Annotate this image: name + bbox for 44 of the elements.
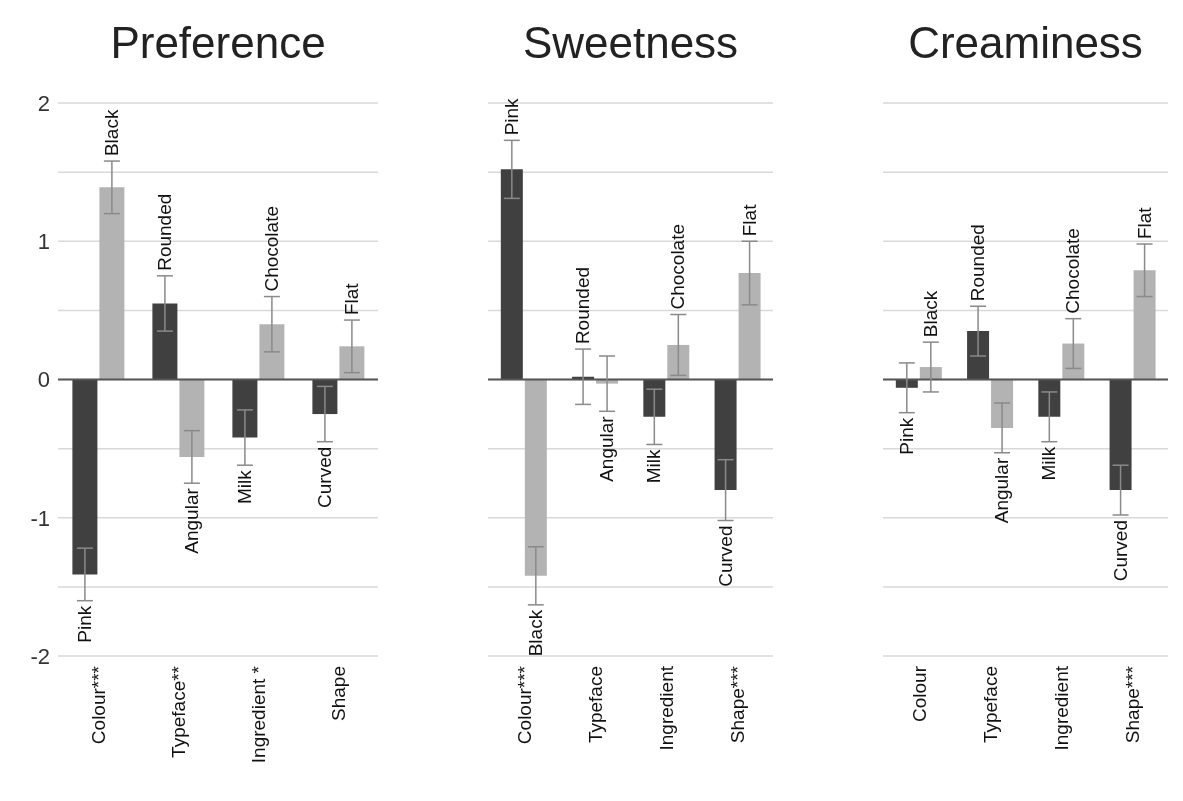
data-label: Chocolate [1062, 228, 1084, 314]
x-tick-label: Colour*** [513, 665, 535, 745]
chart-title: Preference [109, 17, 327, 69]
x-tick-label: Colour [908, 665, 930, 722]
x-tick-label: Typeface [584, 666, 606, 744]
data-label: Curved [313, 446, 335, 508]
data-label: Milk [1038, 446, 1060, 481]
x-tick-label: Typeface [979, 666, 1001, 744]
data-label: Rounded [967, 224, 989, 302]
data-label: Milk [643, 448, 665, 484]
y-tick-label: -2 [30, 643, 50, 669]
x-tick-label: Shape*** [727, 665, 749, 744]
data-label: Black [524, 609, 546, 657]
data-label: Pink [73, 605, 95, 643]
data-label: Chocolate [667, 223, 689, 310]
x-tick-label: Shape [328, 666, 349, 721]
data-label: Pink [895, 417, 917, 455]
data-label: Pink [500, 97, 522, 136]
data-label: Black [919, 290, 941, 338]
data-label: Angular [991, 457, 1013, 524]
chart-title: Sweetness [521, 17, 740, 69]
x-tick-label: Colour*** [88, 665, 109, 745]
x-tick-label: Typeface** [168, 665, 189, 758]
data-label: Rounded [153, 193, 175, 271]
data-label: Flat [340, 282, 362, 316]
data-label: Chocolate [260, 205, 282, 292]
data-label: Flat [738, 203, 760, 237]
y-tick-label: -1 [30, 505, 50, 531]
data-label: Angular [596, 415, 618, 482]
x-tick-label: Shape*** [1122, 665, 1144, 744]
y-tick-label: 0 [37, 367, 50, 393]
data-label: Rounded [572, 266, 594, 345]
data-label: Milk [233, 469, 255, 504]
data-label: Flat [1133, 206, 1155, 240]
y-tick-label: 1 [37, 229, 50, 255]
data-label: Black [100, 109, 122, 157]
x-tick-label: Ingredient [1051, 665, 1073, 751]
x-tick-label: Ingredient [656, 665, 678, 751]
y-tick-label: 2 [37, 90, 50, 116]
data-label: Curved [1109, 519, 1131, 582]
data-label: Angular [180, 487, 202, 554]
x-tick-label: Ingredient * [248, 665, 269, 764]
data-label: Curved [714, 525, 736, 587]
chart-title: Creaminess [907, 17, 1144, 69]
